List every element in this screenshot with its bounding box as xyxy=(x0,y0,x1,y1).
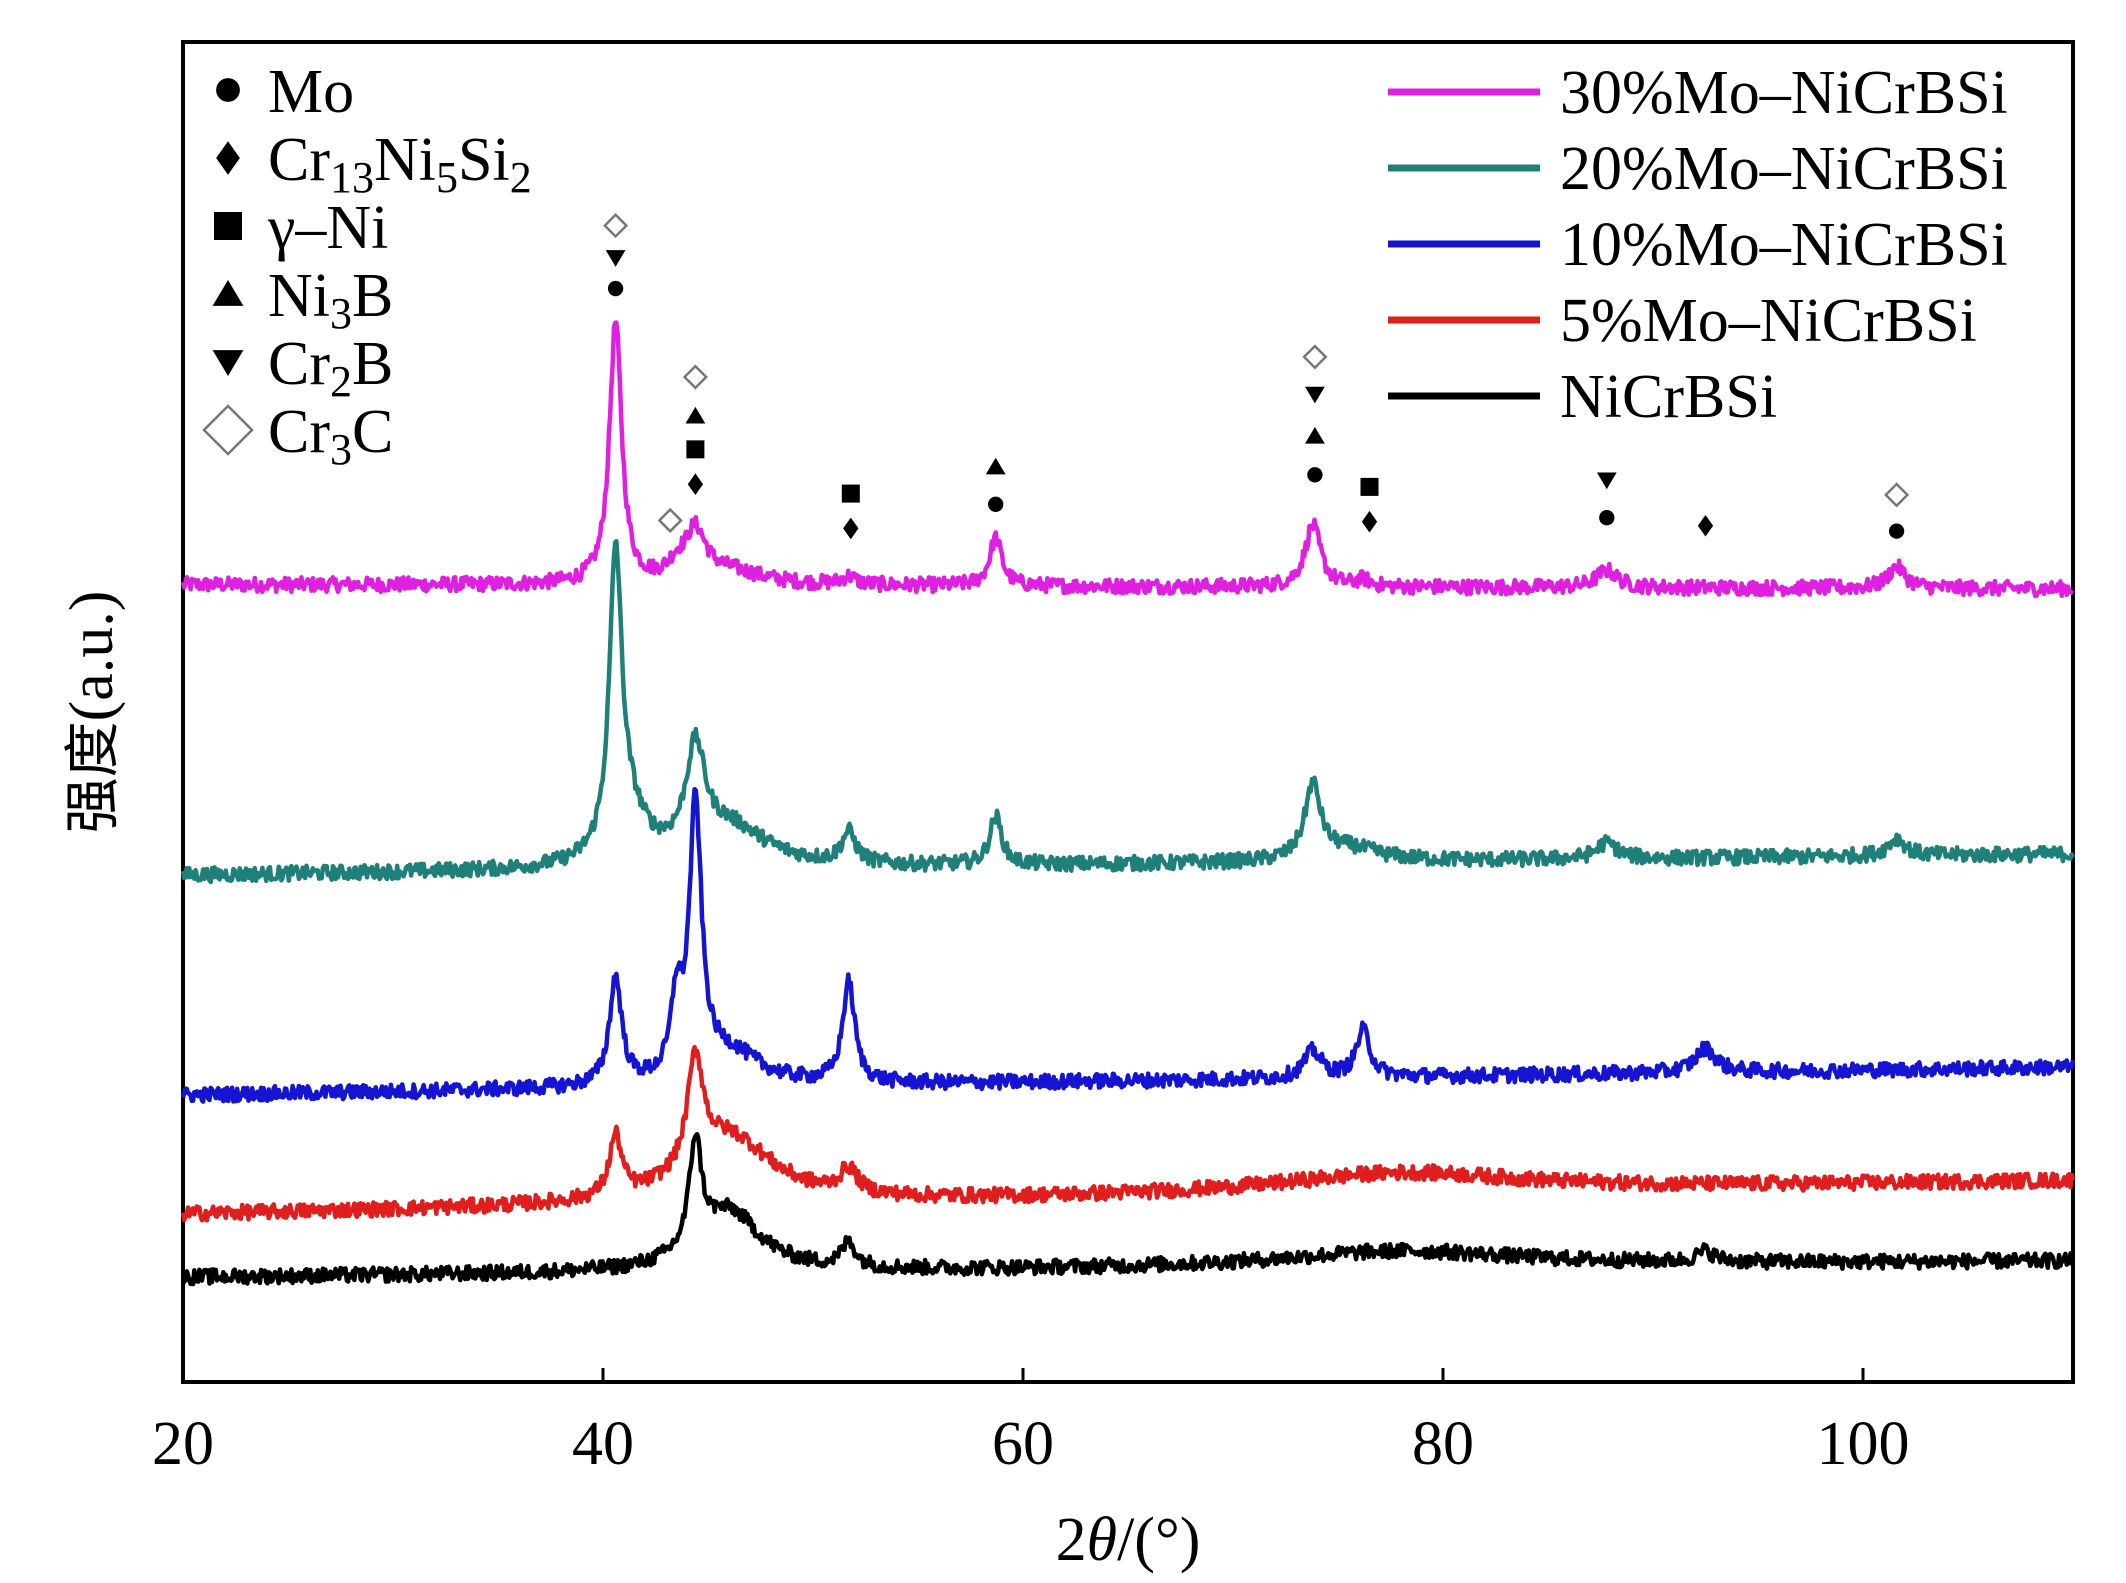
series-line-2 xyxy=(180,786,2076,1104)
peak-marker-diamond-open-7 xyxy=(682,364,708,390)
peak-marker-diamond-20 xyxy=(1697,514,1714,537)
phase-legend-label-2: γ–Ni xyxy=(267,194,388,262)
phase-legend-symbol-triangle-down xyxy=(212,350,244,376)
peak-marker-diamond-open-22 xyxy=(1884,482,1910,508)
series-line-0 xyxy=(180,320,2075,599)
phase-legend-label-5: Cr3C xyxy=(268,398,393,474)
peak-marker-circle-12 xyxy=(1307,467,1323,483)
peak-marker-circle-18 xyxy=(1599,510,1615,526)
series-legend-label-0: 30%Mo–NiCrBSi xyxy=(1560,59,2008,127)
peak-marker-circle-21 xyxy=(1888,523,1905,539)
peak-marker-triangle-up-6 xyxy=(685,406,706,424)
series-legend-label-1: 20%Mo–NiCrBSi xyxy=(1560,135,2008,203)
phase-legend-symbol-square xyxy=(214,212,242,240)
x-tick-label-80: 80 xyxy=(1412,1410,1474,1478)
peak-marker-triangle-up-11 xyxy=(985,457,1006,475)
x-tick-label-40: 40 xyxy=(572,1410,634,1478)
y-axis-title-cn: 强度 xyxy=(61,721,126,833)
series-line-1 xyxy=(180,538,2076,885)
phase-legend-label-0: Mo xyxy=(268,58,354,126)
x-axis-title-unit: /(°) xyxy=(1117,1506,1200,1574)
peak-marker-square-5 xyxy=(686,440,705,459)
peak-marker-triangle-down-19 xyxy=(1596,472,1617,490)
series-legend-label-2: 10%Mo–NiCrBSi xyxy=(1560,211,2008,279)
phase-legend-label-3: Ni3B xyxy=(268,262,393,338)
series-legend-label-3: 5%Mo–NiCrBSi xyxy=(1560,287,1977,355)
y-axis-title: 强度(a.u.) xyxy=(58,591,126,834)
peak-marker-diamond-4 xyxy=(687,473,704,495)
phase-legend-symbol-diamond xyxy=(216,141,240,175)
plot-frame xyxy=(181,40,2075,1384)
phase-legend-symbol-circle xyxy=(216,78,240,102)
peak-marker-layer xyxy=(603,213,1910,540)
series-line-4 xyxy=(180,1131,2076,1287)
peak-marker-diamond-16 xyxy=(1361,510,1378,533)
peak-marker-square-9 xyxy=(841,484,860,503)
x-axis-title-theta: θ xyxy=(1087,1506,1117,1574)
x-axis-title: 2θ/(°) xyxy=(1056,1506,1201,1574)
peak-marker-diamond-8 xyxy=(843,517,859,540)
phase-legend-label-4: Cr2B xyxy=(268,330,393,406)
phase-legend-symbol-diamond-open xyxy=(202,404,254,456)
series-legend-label-4: NiCrBSi xyxy=(1560,363,1777,431)
y-axis-title-unit: (a.u.) xyxy=(58,591,126,722)
phase-legend-label-1: Cr13Ni5Si2 xyxy=(268,126,532,202)
x-tick-label-20: 20 xyxy=(152,1410,214,1478)
phase-legend-symbol-triangle-up xyxy=(212,280,244,306)
peak-marker-circle-0 xyxy=(607,280,624,297)
peak-marker-triangle-down-1 xyxy=(605,250,626,267)
peak-marker-diamond-open-3 xyxy=(657,507,683,533)
series-line-3 xyxy=(180,1044,2076,1223)
x-tick-label-60: 60 xyxy=(992,1410,1054,1478)
peak-marker-square-17 xyxy=(1360,477,1379,496)
peak-marker-circle-10 xyxy=(988,496,1004,512)
peak-marker-triangle-down-14 xyxy=(1305,386,1325,404)
peak-marker-triangle-up-13 xyxy=(1305,426,1325,444)
peak-marker-diamond-open-2 xyxy=(603,213,629,239)
x-tick-label-100: 100 xyxy=(1817,1410,1910,1478)
series-legend: 30%Mo–NiCrBSi 20%Mo–NiCrBSi 10%Mo–NiCrBSi 5… xyxy=(1388,59,2008,431)
peak-marker-diamond-open-15 xyxy=(1302,344,1328,370)
x-axis: 20 40 60 80 100 xyxy=(152,1368,1910,1478)
x-axis-title-number: 2 xyxy=(1056,1506,1087,1574)
series-layer xyxy=(180,320,2076,1287)
